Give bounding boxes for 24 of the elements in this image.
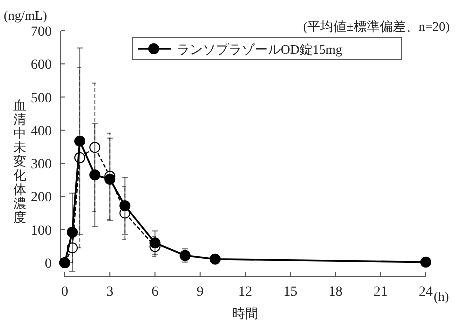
legend: ランソプラゾールOD錠15mg xyxy=(132,38,402,60)
y-tick-label: 0 xyxy=(45,257,52,272)
x-tick-label: 21 xyxy=(374,285,388,300)
y-tick-label: 700 xyxy=(31,25,52,40)
y-tick-label: 200 xyxy=(31,190,52,206)
x-tick-label: 6 xyxy=(152,285,159,300)
text: 血清中未変化体濃度 xyxy=(14,98,26,225)
y-tick-label: 100 xyxy=(31,224,52,239)
annotation: (平均値±標準偏差、n=20) xyxy=(303,19,450,34)
x-tick-label: 0 xyxy=(62,285,68,300)
x-tick-label: 15 xyxy=(284,285,298,300)
x-tick-label: 18 xyxy=(328,285,343,300)
y-tick-label: 300 xyxy=(31,158,52,173)
text: (ng/mL) xyxy=(4,8,48,23)
x-tick-label: 12 xyxy=(238,285,252,300)
x-tick-label: 3 xyxy=(106,285,114,300)
y-tick-label: 400 xyxy=(31,124,52,140)
y-tick-label: 600 xyxy=(31,58,52,74)
x-axis-title: 時間 xyxy=(232,306,258,321)
y-tick-label: 500 xyxy=(31,91,52,106)
x-tick-label: 24 xyxy=(419,285,433,300)
text: (h) xyxy=(434,289,450,304)
x-tick-label: 9 xyxy=(196,285,204,300)
legend-label: ランソプラゾールOD錠15mg xyxy=(177,42,343,57)
